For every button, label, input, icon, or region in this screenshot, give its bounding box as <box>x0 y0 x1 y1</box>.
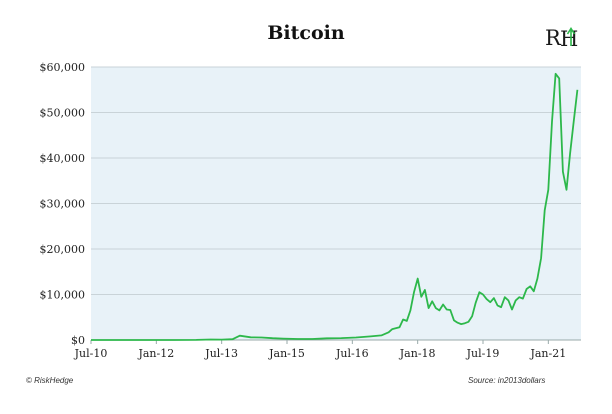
x-tick-label: Jan-21 <box>529 347 566 360</box>
x-tick-label: Jul-19 <box>466 347 500 360</box>
x-tick-label: Jul-10 <box>74 347 108 360</box>
x-tick-label: Jan-15 <box>268 347 305 360</box>
y-tick-label: $50,000 <box>40 107 86 120</box>
y-tick-label: $30,000 <box>40 198 86 211</box>
x-tick-label: Jul-13 <box>204 347 238 360</box>
gridlines <box>91 66 581 295</box>
x-axis-ticks: Jul-10 Jan-12 Jul-13 Jan-15 Jul-16 Jan-18 Jul-… <box>74 340 566 360</box>
riskhedge-logo: R H <box>545 26 578 50</box>
y-tick-label: $10,000 <box>40 289 86 302</box>
plot-area: $0 $10,000 $20,000 $30,000 $40,000 $50,000 $60… <box>40 61 581 360</box>
x-tick-label: Jan-12 <box>137 347 174 360</box>
y-tick-label: $60,000 <box>40 61 86 74</box>
y-tick-label: $20,000 <box>40 243 86 256</box>
y-tick-label: $0 <box>71 334 85 347</box>
y-axis-ticks: $0 $10,000 $20,000 $30,000 $40,000 $50,000 $60… <box>40 61 86 347</box>
x-tick-label: Jul-16 <box>335 347 369 360</box>
x-tick-label: Jan-18 <box>399 347 436 360</box>
footer-copyright: © RiskHedge <box>26 376 74 385</box>
logo-letter-r: R <box>545 26 562 50</box>
footer-source: Source: in2013dollars <box>468 376 546 385</box>
logo-arrow-icon <box>566 27 576 46</box>
bitcoin-price-line <box>91 72 579 341</box>
y-tick-label: $40,000 <box>40 152 86 165</box>
chart-title: Bitcoin <box>267 22 345 44</box>
